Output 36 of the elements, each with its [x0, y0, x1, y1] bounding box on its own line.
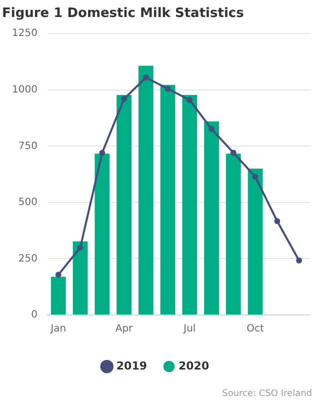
point [77, 244, 84, 250]
point [164, 86, 171, 92]
point [99, 150, 106, 156]
bar [116, 95, 132, 314]
x-tick-label: Apr [115, 324, 134, 335]
x-tick-label: Oct [246, 324, 264, 335]
bar [226, 154, 241, 314]
point [274, 218, 280, 224]
y-tick-label: 1250 [12, 28, 38, 40]
y-tick-label: 0 [31, 310, 38, 321]
chart-title: Figure 1 Domestic Milk Statistics [2, 6, 244, 22]
bar [94, 154, 110, 314]
y-tick-label: 500 [18, 197, 38, 208]
point [121, 96, 128, 102]
bar [204, 121, 219, 314]
bar [160, 84, 176, 314]
bar [248, 168, 263, 314]
bar [50, 276, 66, 314]
point [208, 126, 215, 132]
point [252, 174, 258, 180]
point [142, 74, 149, 80]
bar [138, 66, 154, 314]
point [230, 150, 236, 156]
point [296, 258, 302, 264]
bar [182, 95, 198, 314]
source-note: Source: CSO Ireland [222, 388, 312, 399]
x-tick-label: Jul [182, 324, 196, 335]
x-tick-label: Jan [50, 324, 66, 335]
legend-label: 2019 [116, 359, 148, 372]
y-tick-label: 750 [18, 140, 38, 152]
point [55, 272, 62, 278]
bar [72, 241, 88, 314]
point [186, 97, 193, 104]
y-tick-label: 1000 [12, 84, 38, 96]
y-tick-label: 250 [18, 253, 38, 264]
legend-label: 2020 [178, 359, 210, 372]
